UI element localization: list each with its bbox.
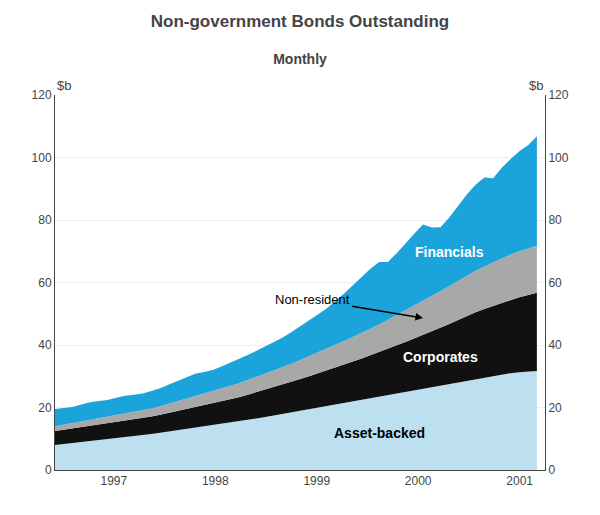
svg-text:Asset-backed: Asset-backed xyxy=(334,425,425,441)
svg-text:1999: 1999 xyxy=(303,474,330,488)
svg-text:120: 120 xyxy=(32,88,52,102)
svg-text:1997: 1997 xyxy=(100,474,127,488)
svg-text:80: 80 xyxy=(548,213,562,227)
svg-text:0: 0 xyxy=(45,463,52,477)
svg-text:$b: $b xyxy=(57,78,71,93)
svg-text:60: 60 xyxy=(38,276,52,290)
svg-text:120: 120 xyxy=(548,88,568,102)
svg-text:2001: 2001 xyxy=(506,474,533,488)
svg-text:20: 20 xyxy=(548,401,562,415)
svg-text:40: 40 xyxy=(38,338,52,352)
svg-text:Financials: Financials xyxy=(415,244,484,260)
svg-text:40: 40 xyxy=(548,338,562,352)
svg-text:100: 100 xyxy=(32,151,52,165)
svg-text:60: 60 xyxy=(548,276,562,290)
svg-text:Monthly: Monthly xyxy=(273,51,327,67)
svg-text:Non-government Bonds Outstandi: Non-government Bonds Outstanding xyxy=(151,12,449,31)
svg-text:1998: 1998 xyxy=(202,474,229,488)
svg-text:0: 0 xyxy=(548,463,555,477)
svg-text:Non-resident: Non-resident xyxy=(275,292,350,307)
svg-text:$b: $b xyxy=(529,78,543,93)
svg-text:2000: 2000 xyxy=(405,474,432,488)
svg-text:100: 100 xyxy=(548,151,568,165)
svg-text:Corporates: Corporates xyxy=(403,349,478,365)
svg-text:20: 20 xyxy=(38,401,52,415)
svg-text:80: 80 xyxy=(38,213,52,227)
